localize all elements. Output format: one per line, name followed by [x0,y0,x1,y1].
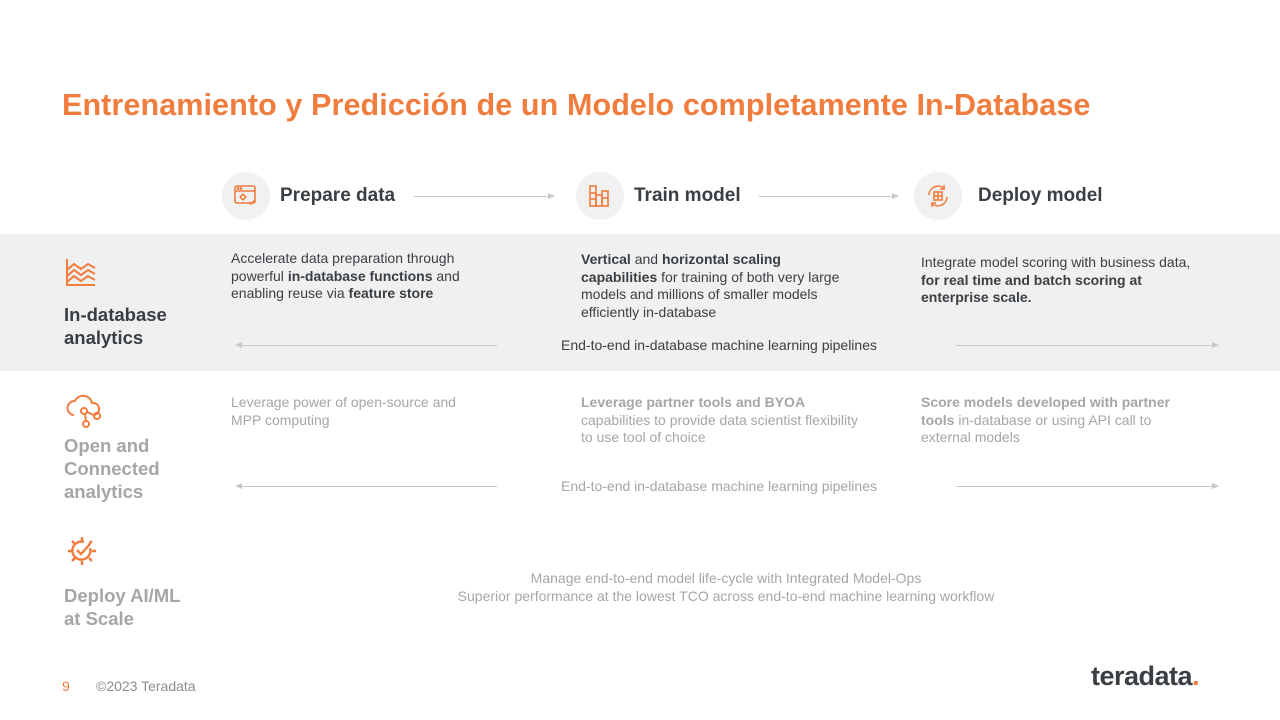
layered-chart-icon [64,256,98,293]
stage-train-label: Train model [634,185,741,206]
gear-check-icon [64,533,100,574]
open-train-text: Leverage partner tools and BYOA capabili… [581,394,859,445]
indb-train-text: Vertical and horizontal scaling capabili… [581,251,840,320]
cloud-network-icon [64,391,106,434]
row-title-indb: In-database analytics [64,304,167,348]
refresh-grid-icon [914,172,962,220]
scale-description: Manage end-to-end model life-cycle with … [457,570,995,604]
row-title-scale: Deploy AI/ML at Scale [64,585,181,629]
browser-gear-icon [222,172,270,220]
open-deploy-text: Score models developed with partner tool… [921,394,1170,445]
stage-prepare-label: Prepare data [280,185,396,206]
pipeline-arrow-right [956,483,1219,489]
open-pipeline-label: End-to-end in-database machine learning … [561,478,877,494]
highlight-band [0,234,1280,371]
pipeline-arrow-left [235,342,497,348]
flow-arrow [414,193,555,199]
indb-deploy-text: Integrate model scoring with business da… [921,254,1191,305]
page-number: 9 [62,678,70,694]
open-prepare-text: Leverage power of open-source and MPP co… [231,394,456,428]
page-title: Entrenamiento y Predicción de un Modelo … [62,88,1091,122]
stage-deploy-label: Deploy model [978,185,1103,206]
pipeline-arrow-left [235,483,497,489]
building-blocks-icon [576,172,624,220]
pipeline-arrow-right [956,342,1219,348]
indb-prepare-text: Accelerate data preparation through powe… [231,250,460,301]
flow-arrow [759,193,899,199]
row-title-open: Open and Connected analytics [64,435,160,502]
copyright: ©2023 Teradata [96,678,196,694]
indb-pipeline-label: End-to-end in-database machine learning … [561,337,877,353]
teradata-logo: teradata. [1091,661,1200,691]
